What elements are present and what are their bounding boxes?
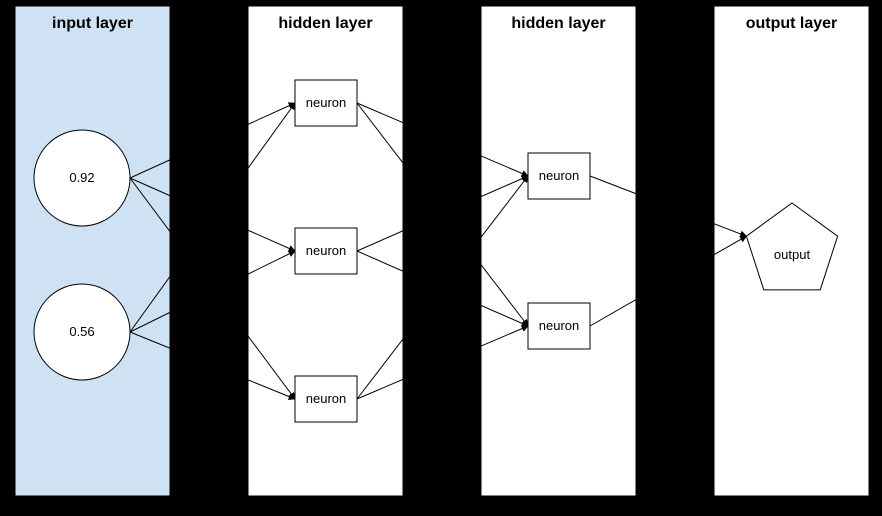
node-label-h1a: neuron <box>306 95 346 110</box>
neural-net-diagram: input layer hidden layer hidden layer outpu… <box>0 0 882 516</box>
layer-title-hidden1: hidden layer <box>278 15 372 32</box>
node-label-h1c: neuron <box>306 391 346 406</box>
layer-panel-hidden2 <box>481 6 636 496</box>
layer-title-hidden2: hidden layer <box>511 15 605 32</box>
node-label-h2a: neuron <box>539 168 579 183</box>
layer-title-input: input layer <box>52 15 133 32</box>
layer-title-output: output layer <box>746 15 838 32</box>
node-label-h1b: neuron <box>306 243 346 258</box>
node-label-h2b: neuron <box>539 318 579 333</box>
layer-panel-input <box>15 6 170 496</box>
node-label-in2: 0.56 <box>69 324 94 339</box>
node-label-out1: output <box>774 247 811 262</box>
node-label-in1: 0.92 <box>69 170 94 185</box>
